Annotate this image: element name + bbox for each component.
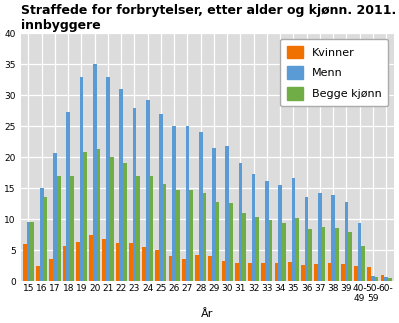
X-axis label: År: År (201, 309, 213, 319)
Bar (212, 148, 216, 281)
Bar (97, 149, 100, 281)
Bar (36, 266, 40, 281)
Bar (358, 223, 361, 281)
Bar (163, 184, 166, 281)
Bar (116, 243, 119, 281)
Bar (322, 227, 326, 281)
Bar (225, 146, 229, 281)
Bar (308, 229, 312, 281)
Bar (110, 157, 113, 281)
Bar (295, 218, 299, 281)
Bar (30, 222, 34, 281)
Bar (371, 276, 375, 281)
Bar (331, 195, 335, 281)
Bar (208, 256, 212, 281)
Bar (367, 267, 371, 281)
Bar (80, 77, 83, 281)
Bar (186, 126, 189, 281)
Bar (203, 193, 206, 281)
Bar (159, 114, 163, 281)
Bar (123, 163, 127, 281)
Bar (172, 126, 176, 281)
Bar (261, 263, 265, 281)
Bar (76, 242, 80, 281)
Bar (103, 239, 106, 281)
Legend: Kvinner, Menn, Begge kjønn: Kvinner, Menn, Begge kjønn (280, 39, 389, 106)
Bar (239, 163, 242, 281)
Bar (53, 153, 57, 281)
Bar (155, 250, 159, 281)
Bar (252, 174, 255, 281)
Bar (328, 263, 331, 281)
Bar (288, 262, 292, 281)
Bar (314, 264, 318, 281)
Bar (119, 89, 123, 281)
Bar (341, 265, 344, 281)
Bar (216, 203, 219, 281)
Bar (57, 176, 61, 281)
Bar (23, 244, 27, 281)
Bar (89, 234, 93, 281)
Bar (169, 256, 172, 281)
Bar (248, 263, 252, 281)
Bar (301, 265, 305, 281)
Bar (292, 178, 295, 281)
Bar (348, 232, 352, 281)
Bar (199, 132, 203, 281)
Bar (132, 108, 136, 281)
Bar (66, 112, 70, 281)
Bar (93, 64, 97, 281)
Bar (49, 259, 53, 281)
Bar (63, 246, 66, 281)
Bar (361, 246, 365, 281)
Bar (83, 151, 87, 281)
Bar (235, 263, 239, 281)
Bar (318, 193, 322, 281)
Bar (255, 217, 259, 281)
Bar (344, 202, 348, 281)
Bar (242, 213, 246, 281)
Bar (150, 176, 153, 281)
Bar (384, 277, 388, 281)
Bar (269, 220, 273, 281)
Bar (106, 77, 110, 281)
Bar (182, 259, 186, 281)
Bar (375, 277, 378, 281)
Bar (354, 266, 358, 281)
Bar (275, 263, 278, 281)
Bar (278, 185, 282, 281)
Bar (381, 275, 384, 281)
Text: Straffede for forbrytelser, etter alder og kjønn. 2011. Per 1 000
innbyggere: Straffede for forbrytelser, etter alder … (20, 4, 399, 32)
Bar (176, 190, 180, 281)
Bar (305, 197, 308, 281)
Bar (229, 203, 233, 281)
Bar (388, 278, 392, 281)
Bar (335, 228, 339, 281)
Bar (282, 224, 286, 281)
Bar (70, 176, 74, 281)
Bar (142, 247, 146, 281)
Bar (27, 222, 30, 281)
Bar (40, 188, 43, 281)
Bar (43, 197, 47, 281)
Bar (146, 100, 150, 281)
Bar (221, 261, 225, 281)
Bar (189, 190, 193, 281)
Bar (129, 243, 132, 281)
Bar (265, 181, 269, 281)
Bar (195, 255, 199, 281)
Bar (136, 176, 140, 281)
